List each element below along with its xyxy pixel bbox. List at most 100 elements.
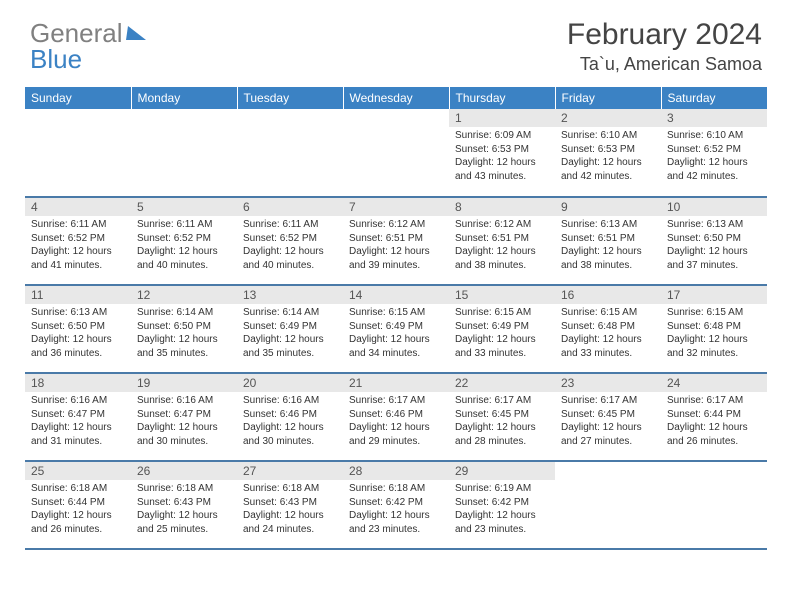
day-cell: 20Sunrise: 6:16 AMSunset: 6:46 PMDayligh… [237,373,343,461]
day-cell: 17Sunrise: 6:15 AMSunset: 6:48 PMDayligh… [661,285,767,373]
day-number: 10 [661,198,767,216]
day-number: 3 [661,109,767,127]
day-info: Sunrise: 6:18 AMSunset: 6:42 PMDaylight:… [343,480,449,540]
header: General February 2024 Ta`u, American Sam… [0,0,792,83]
empty-cell [237,109,343,197]
calendar-row: 25Sunrise: 6:18 AMSunset: 6:44 PMDayligh… [25,461,767,549]
day-number: 4 [25,198,131,216]
day-info: Sunrise: 6:10 AMSunset: 6:52 PMDaylight:… [661,127,767,187]
day-number: 11 [25,286,131,304]
calendar-body: 1Sunrise: 6:09 AMSunset: 6:53 PMDaylight… [25,109,767,549]
day-info: Sunrise: 6:17 AMSunset: 6:44 PMDaylight:… [661,392,767,452]
day-info: Sunrise: 6:14 AMSunset: 6:49 PMDaylight:… [237,304,343,364]
month-title: February 2024 [567,18,762,52]
location-subtitle: Ta`u, American Samoa [567,54,762,75]
day-number: 15 [449,286,555,304]
day-number: 8 [449,198,555,216]
day-info: Sunrise: 6:18 AMSunset: 6:44 PMDaylight:… [25,480,131,540]
day-cell: 27Sunrise: 6:18 AMSunset: 6:43 PMDayligh… [237,461,343,549]
day-info: Sunrise: 6:17 AMSunset: 6:45 PMDaylight:… [449,392,555,452]
day-cell: 3Sunrise: 6:10 AMSunset: 6:52 PMDaylight… [661,109,767,197]
day-info: Sunrise: 6:17 AMSunset: 6:45 PMDaylight:… [555,392,661,452]
day-number: 22 [449,374,555,392]
logo-line2: Blue [30,44,82,75]
day-info: Sunrise: 6:13 AMSunset: 6:50 PMDaylight:… [25,304,131,364]
day-number: 20 [237,374,343,392]
day-info: Sunrise: 6:16 AMSunset: 6:47 PMDaylight:… [131,392,237,452]
day-info: Sunrise: 6:12 AMSunset: 6:51 PMDaylight:… [449,216,555,276]
day-info: Sunrise: 6:15 AMSunset: 6:48 PMDaylight:… [555,304,661,364]
empty-cell [131,109,237,197]
weekday-header: Thursday [449,87,555,109]
weekday-header: Monday [131,87,237,109]
day-cell: 14Sunrise: 6:15 AMSunset: 6:49 PMDayligh… [343,285,449,373]
weekday-header: Saturday [661,87,767,109]
logo-text-blue: Blue [30,44,82,75]
day-cell: 23Sunrise: 6:17 AMSunset: 6:45 PMDayligh… [555,373,661,461]
day-cell: 21Sunrise: 6:17 AMSunset: 6:46 PMDayligh… [343,373,449,461]
weekday-header: Friday [555,87,661,109]
day-number: 5 [131,198,237,216]
day-cell: 16Sunrise: 6:15 AMSunset: 6:48 PMDayligh… [555,285,661,373]
day-info: Sunrise: 6:16 AMSunset: 6:47 PMDaylight:… [25,392,131,452]
weekday-header: Tuesday [237,87,343,109]
day-info: Sunrise: 6:10 AMSunset: 6:53 PMDaylight:… [555,127,661,187]
day-number: 13 [237,286,343,304]
day-cell: 4Sunrise: 6:11 AMSunset: 6:52 PMDaylight… [25,197,131,285]
day-cell: 1Sunrise: 6:09 AMSunset: 6:53 PMDaylight… [449,109,555,197]
day-number: 9 [555,198,661,216]
day-number: 2 [555,109,661,127]
calendar-row: 18Sunrise: 6:16 AMSunset: 6:47 PMDayligh… [25,373,767,461]
day-cell: 10Sunrise: 6:13 AMSunset: 6:50 PMDayligh… [661,197,767,285]
day-info: Sunrise: 6:15 AMSunset: 6:48 PMDaylight:… [661,304,767,364]
calendar-table: SundayMondayTuesdayWednesdayThursdayFrid… [25,87,767,550]
empty-cell [661,461,767,549]
empty-cell [25,109,131,197]
day-number: 14 [343,286,449,304]
weekday-header: Sunday [25,87,131,109]
day-number: 24 [661,374,767,392]
day-cell: 13Sunrise: 6:14 AMSunset: 6:49 PMDayligh… [237,285,343,373]
day-number: 21 [343,374,449,392]
day-cell: 8Sunrise: 6:12 AMSunset: 6:51 PMDaylight… [449,197,555,285]
day-info: Sunrise: 6:19 AMSunset: 6:42 PMDaylight:… [449,480,555,540]
weekday-header: Wednesday [343,87,449,109]
day-info: Sunrise: 6:12 AMSunset: 6:51 PMDaylight:… [343,216,449,276]
calendar-head: SundayMondayTuesdayWednesdayThursdayFrid… [25,87,767,109]
day-cell: 18Sunrise: 6:16 AMSunset: 6:47 PMDayligh… [25,373,131,461]
logo-triangle-icon [126,26,148,40]
day-number: 18 [25,374,131,392]
day-number: 23 [555,374,661,392]
day-cell: 29Sunrise: 6:19 AMSunset: 6:42 PMDayligh… [449,461,555,549]
day-info: Sunrise: 6:13 AMSunset: 6:51 PMDaylight:… [555,216,661,276]
day-number: 19 [131,374,237,392]
day-cell: 22Sunrise: 6:17 AMSunset: 6:45 PMDayligh… [449,373,555,461]
day-cell: 12Sunrise: 6:14 AMSunset: 6:50 PMDayligh… [131,285,237,373]
day-cell: 15Sunrise: 6:15 AMSunset: 6:49 PMDayligh… [449,285,555,373]
day-number: 1 [449,109,555,127]
day-info: Sunrise: 6:11 AMSunset: 6:52 PMDaylight:… [25,216,131,276]
day-cell: 25Sunrise: 6:18 AMSunset: 6:44 PMDayligh… [25,461,131,549]
day-number: 6 [237,198,343,216]
day-info: Sunrise: 6:09 AMSunset: 6:53 PMDaylight:… [449,127,555,187]
day-info: Sunrise: 6:11 AMSunset: 6:52 PMDaylight:… [131,216,237,276]
empty-cell [343,109,449,197]
calendar-row: 11Sunrise: 6:13 AMSunset: 6:50 PMDayligh… [25,285,767,373]
day-info: Sunrise: 6:11 AMSunset: 6:52 PMDaylight:… [237,216,343,276]
title-block: February 2024 Ta`u, American Samoa [567,18,762,75]
calendar-row: 1Sunrise: 6:09 AMSunset: 6:53 PMDaylight… [25,109,767,197]
day-cell: 28Sunrise: 6:18 AMSunset: 6:42 PMDayligh… [343,461,449,549]
day-info: Sunrise: 6:13 AMSunset: 6:50 PMDaylight:… [661,216,767,276]
day-cell: 7Sunrise: 6:12 AMSunset: 6:51 PMDaylight… [343,197,449,285]
day-number: 12 [131,286,237,304]
empty-cell [555,461,661,549]
day-number: 29 [449,462,555,480]
calendar-row: 4Sunrise: 6:11 AMSunset: 6:52 PMDaylight… [25,197,767,285]
day-number: 17 [661,286,767,304]
day-info: Sunrise: 6:16 AMSunset: 6:46 PMDaylight:… [237,392,343,452]
day-cell: 5Sunrise: 6:11 AMSunset: 6:52 PMDaylight… [131,197,237,285]
day-cell: 6Sunrise: 6:11 AMSunset: 6:52 PMDaylight… [237,197,343,285]
day-number: 28 [343,462,449,480]
day-cell: 26Sunrise: 6:18 AMSunset: 6:43 PMDayligh… [131,461,237,549]
day-number: 26 [131,462,237,480]
